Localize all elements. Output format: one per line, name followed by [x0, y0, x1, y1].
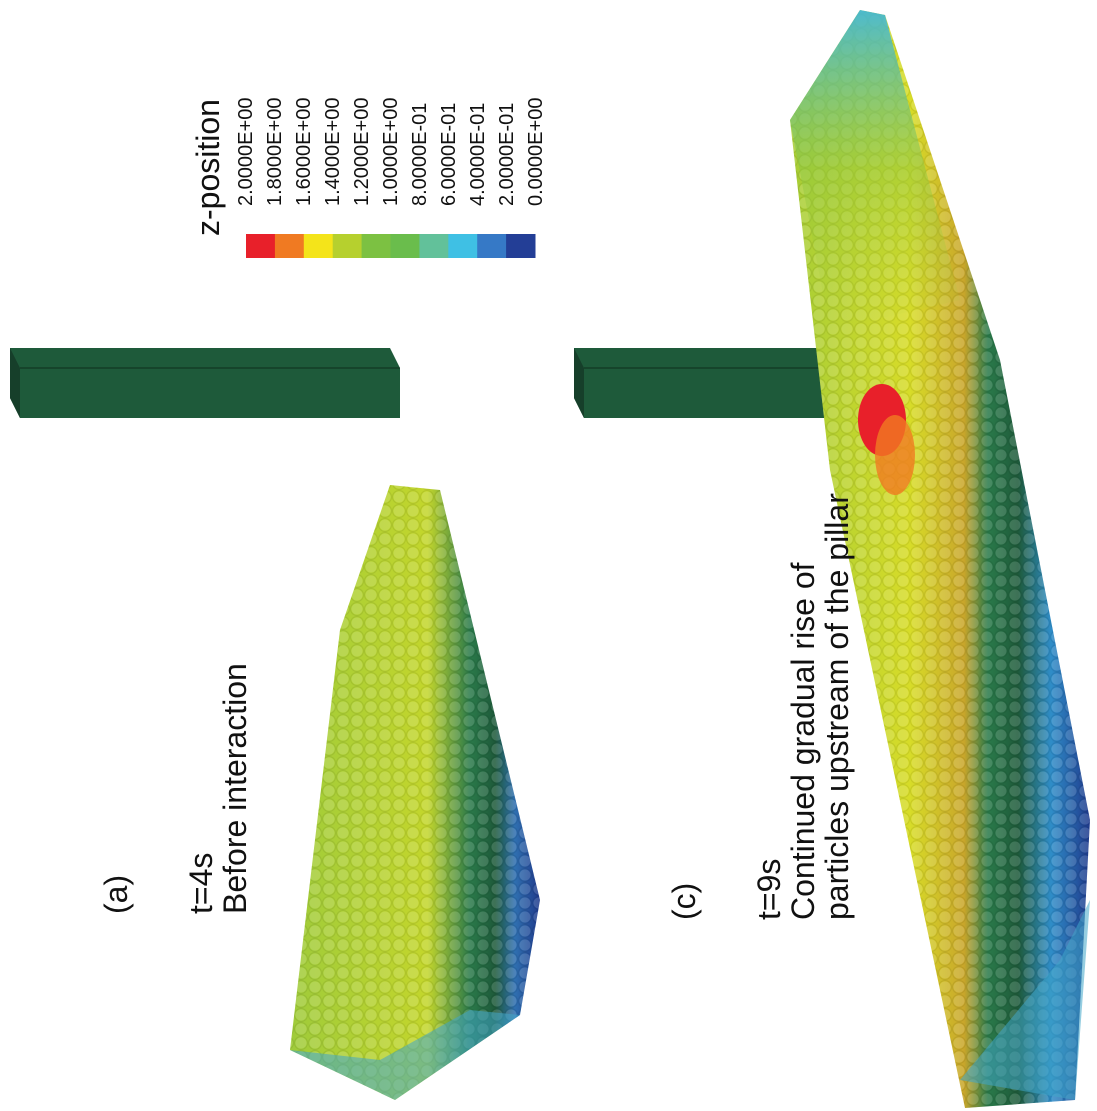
legend-label: 4.0000E-01 — [467, 102, 489, 206]
legend-label: 1.0000E+00 — [380, 97, 402, 206]
particle-bed-c — [790, 10, 1090, 1108]
panel-a-letter: (a) — [98, 874, 134, 914]
legend-swatch — [332, 234, 363, 258]
pillar-a — [10, 348, 400, 418]
legend-swatch — [303, 234, 334, 258]
legend-swatch — [419, 234, 449, 258]
legend-label: 2.0000E+00 — [235, 97, 257, 206]
legend-label: 1.2000E+00 — [351, 97, 373, 206]
legend-label: 1.4000E+00 — [322, 97, 344, 206]
panel-a-time: t=4s — [183, 852, 219, 914]
legend-label: 1.6000E+00 — [293, 97, 315, 206]
legend-label: 0.0000E+00 — [525, 97, 547, 206]
panel-c-description-line1: Continued gradual rise of — [785, 562, 821, 920]
legend-swatch — [506, 234, 536, 258]
legend-swatch — [477, 234, 507, 258]
legend-label: 2.0000E-01 — [496, 102, 518, 206]
panel-a-description: Before interaction — [217, 663, 253, 914]
legend-swatch — [274, 234, 305, 258]
legend-label: 1.8000E+00 — [264, 97, 286, 206]
legend-swatch — [246, 234, 276, 258]
legend-colorbar — [246, 234, 536, 258]
legend-swatch — [390, 234, 420, 258]
panel-c-description-line2: particles upstream of the pillar — [819, 493, 855, 920]
particle-bed-a — [290, 485, 540, 1100]
panel-c-time: t=9s — [751, 858, 787, 920]
legend-label: 8.0000E-01 — [409, 102, 431, 206]
legend-swatch — [361, 234, 391, 258]
legend-label: 6.0000E-01 — [438, 102, 460, 206]
legend-swatch — [448, 234, 478, 258]
legend-title: z-position — [190, 99, 226, 236]
panel-c-letter: (c) — [666, 882, 702, 920]
